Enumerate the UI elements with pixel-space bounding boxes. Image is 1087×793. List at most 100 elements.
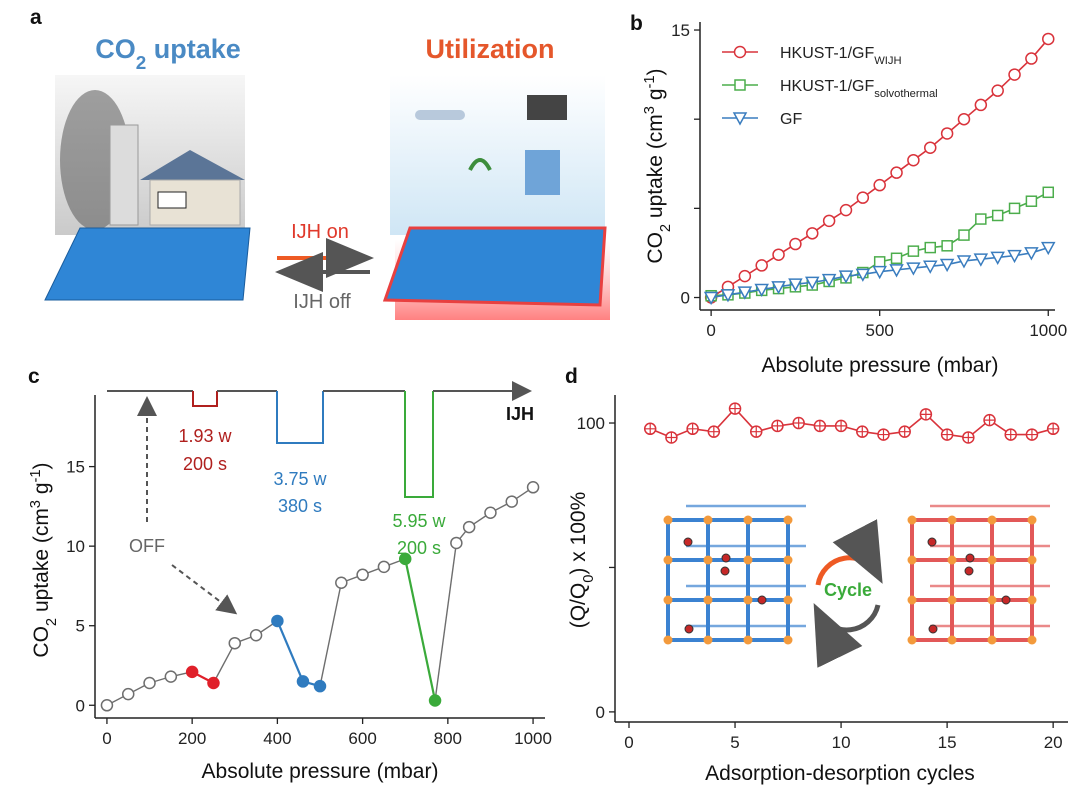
lattice-node	[743, 555, 753, 565]
marker	[755, 259, 768, 272]
y-tick-label: 15	[66, 458, 85, 477]
lattice-node	[703, 515, 713, 525]
y-tick-label: 0	[681, 289, 690, 308]
molecule	[757, 595, 767, 605]
y-tick-label: 15	[671, 21, 690, 40]
marker	[855, 268, 871, 282]
marker	[991, 84, 1004, 97]
x-tick-label: 5	[730, 733, 739, 752]
marker	[789, 237, 802, 251]
marker	[1025, 52, 1038, 65]
marker	[922, 260, 938, 274]
lattice-node	[663, 635, 673, 645]
marker	[732, 112, 748, 126]
annotation: 1.93 w	[178, 426, 232, 446]
marker	[772, 248, 785, 261]
marker	[734, 79, 746, 91]
lattice-node	[663, 555, 673, 565]
marker	[1042, 186, 1055, 199]
illustration-a: a CO2 uptake Utilization IJH on IJH off	[30, 6, 610, 320]
text-part: uptake (cm	[30, 508, 53, 618]
lattice-node	[947, 555, 957, 565]
text-part: -1	[642, 75, 658, 88]
lattice-node	[1027, 555, 1037, 565]
y-tick-label: 10	[66, 537, 85, 556]
lattice-node	[703, 635, 713, 645]
lattice-node	[947, 635, 957, 645]
marker	[335, 576, 348, 590]
molecule	[721, 553, 731, 563]
panel-label: c	[28, 365, 40, 388]
lattice-node	[743, 595, 753, 605]
legend-label: HKUST-1/GFWIJH	[780, 45, 902, 67]
series-segment	[319, 582, 342, 687]
text-part: g	[644, 88, 667, 106]
x-tick-label: 10	[832, 733, 851, 752]
annotation: 200 s	[397, 538, 441, 558]
lattice-node	[987, 635, 997, 645]
chimney	[109, 124, 139, 226]
marker	[1042, 32, 1055, 46]
marker	[890, 252, 903, 265]
x-tick-label: 0	[102, 729, 111, 748]
x-tick-label: 1000	[1029, 321, 1067, 340]
marker-cross	[1047, 423, 1059, 435]
lattice-node	[947, 595, 957, 605]
text-part: 2	[136, 53, 147, 74]
marker	[228, 636, 242, 650]
x-tick-label: 800	[434, 729, 462, 748]
panel-label: b	[630, 12, 643, 35]
marker	[907, 153, 920, 167]
y-axis-label: CO2 uptake (cm3 g-1)	[28, 462, 60, 657]
marker	[207, 676, 220, 690]
marker	[924, 141, 937, 154]
marker	[991, 209, 1004, 222]
legend-sub: WIJH	[874, 55, 901, 67]
marker	[754, 283, 769, 298]
x-tick-label: 20	[1044, 733, 1063, 752]
legend-label: GF	[780, 111, 802, 128]
lattice-node	[907, 595, 917, 605]
marker	[271, 614, 284, 628]
legend-name: HKUST-1/GF	[780, 78, 874, 95]
text-part: ) x 100%	[567, 492, 590, 575]
marker-cross	[687, 423, 699, 435]
marker	[1008, 202, 1021, 215]
lattice-node	[987, 595, 997, 605]
x-axis-label: Absolute pressure (mbar)	[202, 760, 439, 783]
marker	[249, 629, 263, 642]
cycle-arrow	[815, 519, 883, 586]
molecule	[683, 537, 693, 547]
inset-label: Cycle	[824, 580, 872, 600]
panel-label: a	[30, 6, 42, 29]
marker	[958, 229, 970, 241]
marker	[733, 45, 747, 59]
marker	[906, 262, 921, 276]
text-part: g	[30, 482, 53, 500]
schedule-step	[404, 391, 434, 498]
plane	[415, 110, 465, 120]
marker-cross	[644, 423, 656, 435]
annotation: 200 s	[183, 454, 227, 474]
lattice-node	[1027, 635, 1037, 645]
marker	[1024, 247, 1039, 261]
barn-roof	[140, 150, 245, 180]
text-part: uptake (cm	[644, 114, 667, 224]
y-tick-label: 100	[577, 414, 605, 433]
annotation: 3.75 w	[273, 469, 327, 489]
label-off: IJH off	[293, 291, 351, 313]
marker	[377, 560, 391, 574]
marker	[398, 552, 412, 566]
lattice-node	[907, 515, 917, 525]
legend-name: GF	[780, 111, 802, 128]
marker	[806, 227, 819, 240]
x-axis-label: Adsorption-desorption cycles	[705, 762, 975, 785]
annotation: IJH	[506, 404, 534, 424]
schedule-step	[192, 391, 218, 407]
lattice-node	[703, 595, 713, 605]
marker-cross	[984, 414, 996, 426]
text-part: uptake	[146, 34, 241, 64]
marker-cross	[1026, 429, 1038, 441]
cow	[157, 191, 187, 209]
marker-cross	[877, 429, 889, 441]
